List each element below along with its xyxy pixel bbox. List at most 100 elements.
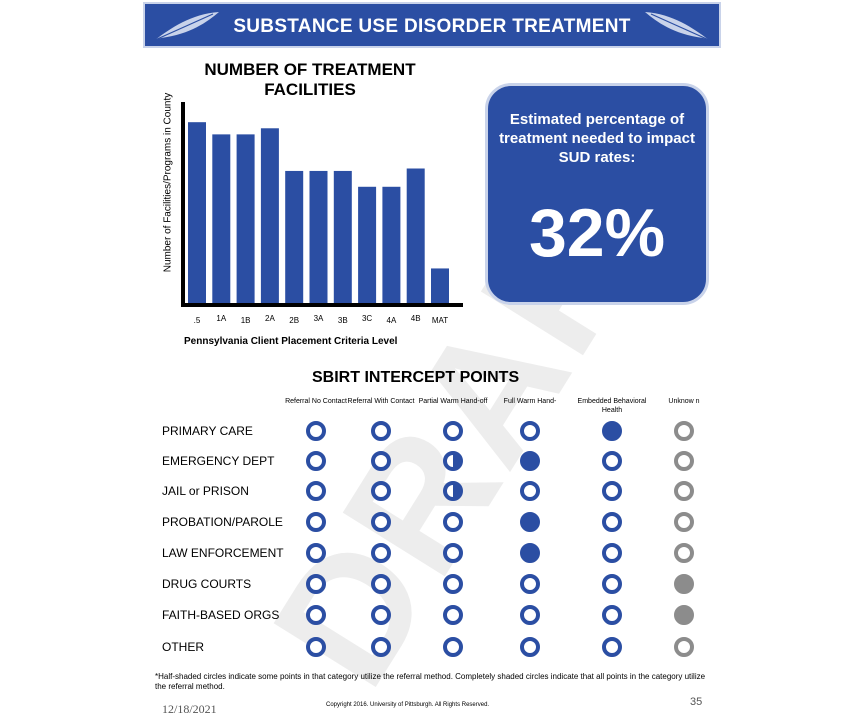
sbirt-status-circle-icon bbox=[520, 512, 540, 532]
chart-title: NUMBER OF TREATMENT FACILITIES bbox=[204, 60, 416, 99]
sbirt-status-circle-icon bbox=[674, 481, 694, 501]
sbirt-status-circle-icon bbox=[674, 543, 694, 563]
bar-1A bbox=[212, 134, 231, 305]
sbirt-status-circle-icon bbox=[306, 574, 326, 594]
sbirt-status-circle-icon bbox=[371, 512, 391, 532]
sbirt-status-circle-icon bbox=[602, 637, 622, 657]
sbirt-status-circle-icon bbox=[371, 421, 391, 441]
x-tick-label: 4A bbox=[387, 316, 397, 325]
sbirt-status-circle-icon bbox=[602, 543, 622, 563]
sbirt-status-circle-icon bbox=[602, 451, 622, 471]
x-tick-label: 2B bbox=[289, 316, 299, 325]
sbirt-row-label: OTHER bbox=[162, 640, 204, 654]
copyright: Copyright 2016. University of Pittsburgh… bbox=[326, 702, 490, 708]
sbirt-status-circle-icon bbox=[602, 605, 622, 625]
sbirt-status-circle-icon bbox=[371, 605, 391, 625]
sbirt-status-circle-icon bbox=[520, 574, 540, 594]
sbirt-status-circle-icon bbox=[443, 512, 463, 532]
bar-.5 bbox=[188, 122, 206, 305]
sbirt-status-circle-icon bbox=[443, 574, 463, 594]
bar-2A bbox=[260, 128, 279, 305]
sbirt-status-circle-icon bbox=[371, 451, 391, 471]
page-number: 35 bbox=[690, 696, 703, 708]
x-tick-label: 3C bbox=[362, 314, 372, 323]
bar-3A bbox=[309, 170, 328, 305]
sbirt-status-circle-icon bbox=[371, 543, 391, 563]
x-tick-label: .5 bbox=[194, 316, 201, 325]
date: 12/18/2021 bbox=[162, 702, 217, 716]
sbirt-column-header: Partial Warm Hand-off bbox=[418, 398, 488, 405]
bar-4A bbox=[382, 186, 401, 305]
sbirt-status-circle-icon bbox=[602, 512, 622, 532]
sbirt-row-label: DRUG COURTS bbox=[162, 577, 252, 591]
sbirt-status-circle-icon bbox=[602, 481, 622, 501]
sbirt-column-header: Embedded Behavioral Health bbox=[577, 398, 647, 414]
sbirt-row-label: FAITH-BASED ORGS bbox=[162, 608, 280, 622]
sbirt-status-circle-icon bbox=[371, 574, 391, 594]
sbirt-status-circle-icon bbox=[674, 512, 694, 532]
sbirt-status-circle-icon bbox=[443, 421, 463, 441]
bar-3B bbox=[333, 170, 352, 305]
sbirt-status-circle-icon bbox=[443, 637, 463, 657]
bar-2B bbox=[285, 170, 304, 305]
sbirt-status-circle-icon bbox=[306, 512, 326, 532]
bar-4B bbox=[406, 168, 425, 305]
x-tick-label: 2A bbox=[265, 314, 275, 323]
sbirt-status-circle-icon bbox=[306, 481, 326, 501]
callout-text: Estimated percentage of treatment needed… bbox=[499, 111, 695, 166]
feather-icon bbox=[645, 12, 710, 41]
sbirt-status-circle-icon bbox=[674, 574, 694, 594]
sbirt-column-header: Referral No Contact bbox=[285, 398, 347, 405]
x-tick-label: 3A bbox=[314, 314, 324, 323]
chart-axes bbox=[181, 102, 463, 307]
title-banner: SUBSTANCE USE DISORDER TREATMENT bbox=[143, 2, 721, 48]
sbirt-status-circle-icon bbox=[306, 637, 326, 657]
sbirt-status-circle-icon bbox=[520, 605, 540, 625]
sbirt-status-circle-icon bbox=[520, 421, 540, 441]
sbirt-column-header: Full Warm Hand- bbox=[503, 398, 557, 405]
chart-x-axis-label: Pennsylvania Client Placement Criteria L… bbox=[184, 336, 398, 347]
sbirt-status-circle-icon bbox=[443, 481, 463, 501]
sbirt-status-circle-icon bbox=[306, 605, 326, 625]
sbirt-column-header: Referral With Contact bbox=[347, 398, 415, 405]
sbirt-status-circle-icon bbox=[674, 421, 694, 441]
sbirt-status-circle-icon bbox=[443, 451, 463, 471]
sbirt-status-circle-icon bbox=[674, 605, 694, 625]
sbirt-status-circle-icon bbox=[674, 637, 694, 657]
sbirt-status-circle-icon bbox=[520, 481, 540, 501]
x-tick-label: 4B bbox=[411, 314, 421, 323]
chart-y-axis-label: Number of Facilities/Programs in County bbox=[162, 92, 174, 273]
x-tick-label: 1B bbox=[241, 316, 251, 325]
sbirt-row-label: PROBATION/PAROLE bbox=[162, 515, 283, 529]
bar-3C bbox=[358, 186, 377, 305]
sbirt-row-label: JAIL or PRISON bbox=[162, 484, 249, 498]
sbirt-row-label: EMERGENCY DEPT bbox=[162, 454, 275, 468]
sbirt-status-circle-icon bbox=[306, 543, 326, 563]
x-tick-label: 1A bbox=[216, 314, 226, 323]
feather-icon bbox=[154, 12, 219, 41]
sbirt-status-circle-icon bbox=[443, 543, 463, 563]
sbirt-status-circle-icon bbox=[520, 637, 540, 657]
sbirt-row-label: PRIMARY CARE bbox=[162, 424, 253, 438]
page-title: SUBSTANCE USE DISORDER TREATMENT bbox=[233, 16, 631, 37]
sbirt-status-circle-icon bbox=[602, 574, 622, 594]
sbirt-status-circle-icon bbox=[443, 605, 463, 625]
sbirt-status-circle-icon bbox=[371, 637, 391, 657]
sbirt-status-circle-icon bbox=[306, 421, 326, 441]
percentage-callout: Estimated percentage of treatment needed… bbox=[485, 83, 709, 305]
sbirt-title: SBIRT INTERCEPT POINTS bbox=[312, 369, 520, 386]
callout-percentage: 32% bbox=[528, 195, 666, 271]
sbirt-status-circle-icon bbox=[674, 451, 694, 471]
footnote: *Half-shaded circles indicate some point… bbox=[155, 672, 706, 691]
facilities-bar-chart: .5 1A 1B 2A 2B 3A 3B 3C 4A 4B MAT bbox=[181, 102, 463, 325]
sbirt-status-circle-icon bbox=[520, 543, 540, 563]
sbirt-status-circle-icon bbox=[602, 421, 622, 441]
x-tick-label: MAT bbox=[432, 316, 448, 325]
sbirt-status-circle-icon bbox=[371, 481, 391, 501]
bar-1B bbox=[236, 134, 255, 305]
sbirt-row-label: LAW ENFORCEMENT bbox=[162, 546, 284, 560]
x-tick-label: 3B bbox=[338, 316, 348, 325]
bar-MAT bbox=[431, 268, 449, 305]
sbirt-column-header: Unknow n bbox=[668, 398, 700, 405]
sbirt-status-circle-icon bbox=[520, 451, 540, 471]
